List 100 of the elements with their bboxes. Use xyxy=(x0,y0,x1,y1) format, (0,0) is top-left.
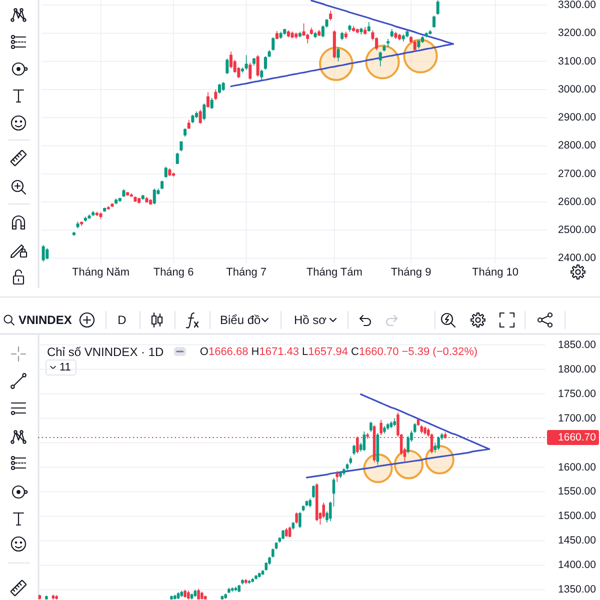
candlestick xyxy=(240,67,244,73)
candlestick xyxy=(244,54,248,70)
candlestick xyxy=(45,595,48,600)
candlestick xyxy=(138,197,141,204)
candlestick xyxy=(342,468,346,476)
candlestick xyxy=(55,594,58,600)
y-tick-label: 3100.00 xyxy=(558,55,596,68)
candlestick xyxy=(176,152,179,164)
candlestick xyxy=(305,500,308,507)
candlestick xyxy=(410,36,413,44)
candlestick xyxy=(224,593,227,600)
candlestick xyxy=(437,436,440,451)
text: Chỉ số VNINDEX · 1D xyxy=(47,345,164,359)
candlestick xyxy=(222,81,225,92)
candlestick xyxy=(264,56,267,70)
candlestick xyxy=(145,196,148,203)
x-tick-label: Tháng 9 xyxy=(390,266,432,278)
candlestick xyxy=(367,22,370,32)
candlestick xyxy=(194,589,197,598)
candlestick xyxy=(134,196,137,202)
y-tick-label: 3200.00 xyxy=(558,27,596,40)
y-tick-label: 2400.00 xyxy=(558,252,596,264)
candlestick xyxy=(393,418,396,427)
candlestick xyxy=(52,594,55,600)
candlestick xyxy=(122,188,126,198)
y-tick-label: 1700.00 xyxy=(558,412,596,424)
candlestick xyxy=(103,207,106,212)
candlestick xyxy=(298,31,302,38)
text: Hồ sơ xyxy=(294,313,327,327)
candlestick xyxy=(141,194,144,200)
candlestick xyxy=(386,422,390,430)
candlestick xyxy=(220,595,224,600)
candlestick xyxy=(352,444,356,456)
candlestick xyxy=(378,51,382,67)
candlestick xyxy=(202,103,206,121)
candlestick xyxy=(180,590,184,598)
candlestick xyxy=(184,589,186,598)
y-tick-label: 1500.00 xyxy=(558,510,596,522)
candlestick xyxy=(339,470,342,478)
text: VNINDEX xyxy=(18,313,72,327)
candlestick xyxy=(386,38,390,48)
candlestick xyxy=(382,44,386,52)
x-tick-label: Tháng 10 xyxy=(472,266,519,278)
candlestick xyxy=(436,0,440,16)
candlestick xyxy=(428,29,432,35)
candlestick xyxy=(241,579,244,585)
candlestick xyxy=(294,32,298,40)
candlestick xyxy=(261,570,264,576)
candlestick xyxy=(176,592,180,600)
candlestick xyxy=(38,594,42,600)
y-tick-label: 1800.00 xyxy=(558,363,596,376)
candlestick xyxy=(204,595,207,600)
candlestick xyxy=(383,426,386,434)
y-tick-label: 2500.00 xyxy=(558,224,596,236)
candlestick xyxy=(76,221,80,229)
candlestick xyxy=(197,588,200,600)
candlestick xyxy=(184,128,187,138)
candlestick xyxy=(398,34,402,41)
y-tick-label: 3300.00 xyxy=(558,0,596,12)
candlestick xyxy=(230,586,234,592)
candlestick xyxy=(218,83,222,94)
candlestick xyxy=(210,97,214,110)
y-tick-label: 2900.00 xyxy=(558,112,596,124)
candlestick xyxy=(238,584,240,593)
candlestick xyxy=(72,231,76,236)
x-tick-label: Tháng Tám xyxy=(306,266,362,278)
candlestick xyxy=(417,40,420,50)
candlestick xyxy=(114,198,118,205)
candlestick xyxy=(349,456,352,465)
y-tick-label: 1850.00 xyxy=(558,338,596,351)
candlestick xyxy=(190,593,194,600)
y-tick-label: 1450.00 xyxy=(558,534,596,547)
candlestick xyxy=(126,191,130,196)
candlestick xyxy=(258,572,261,578)
candlestick xyxy=(376,432,380,466)
candlestick xyxy=(42,244,45,262)
candlestick xyxy=(295,512,298,524)
x-tick-label: Tháng 6 xyxy=(153,266,194,278)
y-tick-label: 1350.00 xyxy=(558,584,596,596)
candlestick xyxy=(106,206,110,210)
candlestick xyxy=(346,462,349,471)
candlestick xyxy=(272,37,275,52)
candlestick xyxy=(198,109,202,124)
candlestick xyxy=(298,512,302,528)
candlestick xyxy=(149,198,152,206)
candlestick xyxy=(308,498,312,508)
candlestick xyxy=(336,470,339,482)
candlestick xyxy=(152,188,156,205)
candlestick xyxy=(195,110,198,119)
candlestick xyxy=(348,24,352,32)
candlestick xyxy=(370,421,372,432)
candlestick xyxy=(160,180,164,190)
candlestick xyxy=(256,54,260,78)
candlestick xyxy=(285,528,288,538)
text: Biểu đồ xyxy=(220,313,262,327)
candlestick xyxy=(413,40,416,52)
candlestick xyxy=(432,15,436,28)
candlestick xyxy=(292,522,295,530)
y-tick-label: 1750.00 xyxy=(558,388,596,400)
candlestick xyxy=(46,248,49,260)
